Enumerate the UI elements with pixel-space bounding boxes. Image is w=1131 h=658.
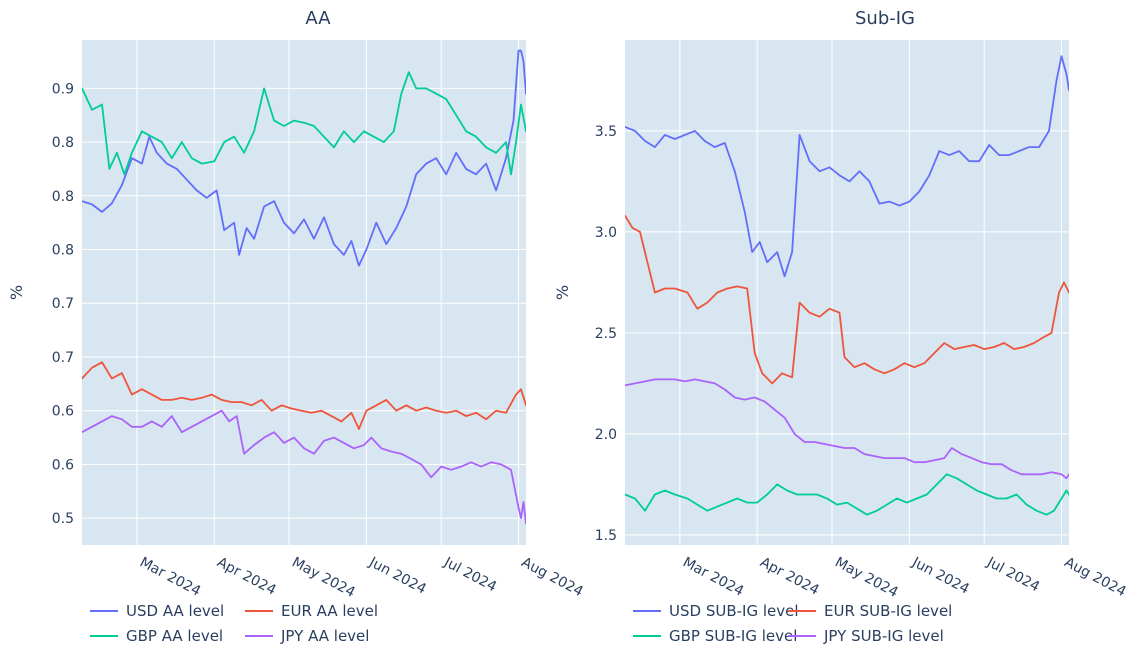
legend-item[interactable]: EUR AA level: [245, 602, 378, 620]
series-line-eur-aa-level[interactable]: [82, 361, 526, 430]
y-tick-label: 3.0: [595, 225, 617, 241]
legend-item[interactable]: GBP SUB-IG level: [633, 627, 797, 645]
legend-label: EUR AA level: [281, 602, 378, 620]
x-tick-label: Jul 2024: [983, 554, 1042, 595]
plot-area: [82, 40, 526, 545]
legend-item[interactable]: JPY SUB-IG level: [788, 627, 944, 645]
legend-label: USD SUB-IG level: [669, 602, 799, 620]
series-line-jpy-aa-level[interactable]: [82, 409, 526, 525]
y-tick-label: 1.5: [595, 528, 617, 544]
legend: USD AA level EUR AA level GBP AA level JPY …: [90, 602, 378, 645]
x-tick-label: Aug 2024: [519, 554, 586, 600]
legend-item[interactable]: EUR SUB-IG level: [788, 602, 952, 620]
x-tick-label: Jul 2024: [440, 554, 499, 595]
y-tick-label: 0.7: [52, 350, 74, 366]
y-axis-label: %: [553, 285, 572, 300]
x-tick-label: May 2024: [832, 554, 901, 601]
series-line-jpy-sub-ig-level[interactable]: [625, 378, 1069, 480]
legend-label: JPY AA level: [280, 627, 369, 645]
series-line-usd-sub-ig-level[interactable]: [625, 55, 1069, 278]
chart-panel-0: 0.5 0.6 0.6 0.7 0.7 0.8 0.8 0.8 0.9 Mar 2024 Apr 2…: [7, 8, 586, 645]
legend-label: EUR SUB-IG level: [824, 602, 952, 620]
y-tick-label: 3.5: [595, 124, 617, 140]
x-tick-label: Apr 2024: [214, 554, 278, 598]
y-tick-label: 2.0: [595, 427, 617, 443]
chart-title: AA: [305, 8, 331, 29]
y-tick-label: 0.6: [52, 404, 74, 420]
x-tick-label: Jun 2024: [366, 554, 429, 598]
legend-item[interactable]: GBP AA level: [90, 627, 223, 645]
series-line-eur-sub-ig-level[interactable]: [625, 214, 1069, 385]
legend-item[interactable]: USD AA level: [90, 602, 224, 620]
y-tick-label: 0.9: [52, 81, 74, 97]
series-line-gbp-sub-ig-level[interactable]: [625, 473, 1069, 516]
series-line-usd-aa-level[interactable]: [82, 49, 526, 267]
y-tick-label: 0.5: [52, 511, 74, 527]
x-tick-label: Mar 2024: [137, 554, 203, 599]
x-tick-label: Aug 2024: [1062, 554, 1129, 600]
legend-item[interactable]: JPY AA level: [245, 627, 369, 645]
y-tick-label: 0.8: [52, 243, 74, 259]
plot-area: [625, 40, 1069, 545]
series-group: [82, 49, 526, 525]
x-tick-label: Apr 2024: [757, 554, 821, 598]
series-group: [625, 55, 1069, 516]
x-tick-label: May 2024: [289, 554, 358, 601]
legend-label: GBP AA level: [126, 627, 223, 645]
series-line-gbp-aa-level[interactable]: [82, 71, 526, 176]
y-tick-label: 2.5: [595, 326, 617, 342]
x-tick-label: Jun 2024: [909, 554, 972, 598]
y-tick-label: 0.7: [52, 296, 74, 312]
legend: USD SUB-IG level EUR SUB-IG level GBP SUB-…: [633, 602, 952, 645]
legend-label: USD AA level: [126, 602, 224, 620]
chart-title: Sub-IG: [855, 8, 915, 29]
y-tick-label: 0.8: [52, 189, 74, 205]
x-tick-label: Mar 2024: [680, 554, 746, 599]
legend-item[interactable]: USD SUB-IG level: [633, 602, 799, 620]
legend-label: GBP SUB-IG level: [669, 627, 797, 645]
y-tick-label: 0.8: [52, 135, 74, 151]
y-tick-label: 0.6: [52, 457, 74, 473]
y-axis-label: %: [7, 285, 26, 300]
legend-label: JPY SUB-IG level: [823, 627, 944, 645]
